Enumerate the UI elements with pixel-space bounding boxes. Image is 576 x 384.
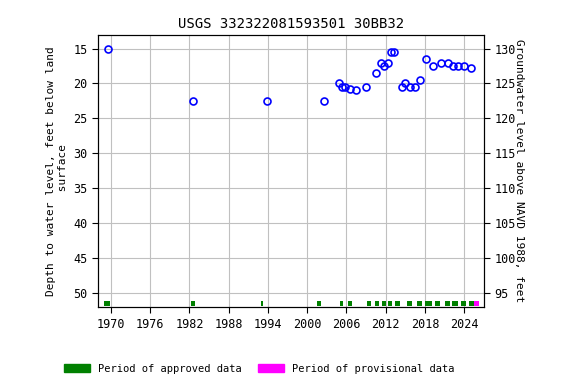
Bar	[417, 301, 422, 306]
Bar	[452, 301, 458, 306]
Bar	[340, 301, 343, 306]
Bar	[425, 301, 431, 306]
Bar	[388, 301, 392, 306]
Bar	[382, 301, 386, 306]
Bar	[104, 301, 111, 306]
Bar	[262, 301, 263, 306]
Title: USGS 332322081593501 30BB32: USGS 332322081593501 30BB32	[178, 17, 404, 31]
Bar	[191, 301, 195, 306]
Legend: Period of approved data, Period of provisional data: Period of approved data, Period of provi…	[59, 358, 460, 379]
Bar	[435, 301, 440, 306]
Bar	[407, 301, 412, 306]
Bar	[395, 301, 400, 306]
Bar	[317, 301, 321, 306]
Bar	[367, 301, 372, 306]
Bar	[445, 301, 450, 306]
Y-axis label: Depth to water level, feet below land
 surface: Depth to water level, feet below land su…	[46, 46, 68, 296]
Bar	[461, 301, 466, 306]
Bar	[374, 301, 379, 306]
Y-axis label: Groundwater level above NAVD 1988, feet: Groundwater level above NAVD 1988, feet	[514, 39, 524, 303]
Bar	[469, 301, 474, 306]
Bar	[348, 301, 353, 306]
Bar	[474, 301, 479, 306]
